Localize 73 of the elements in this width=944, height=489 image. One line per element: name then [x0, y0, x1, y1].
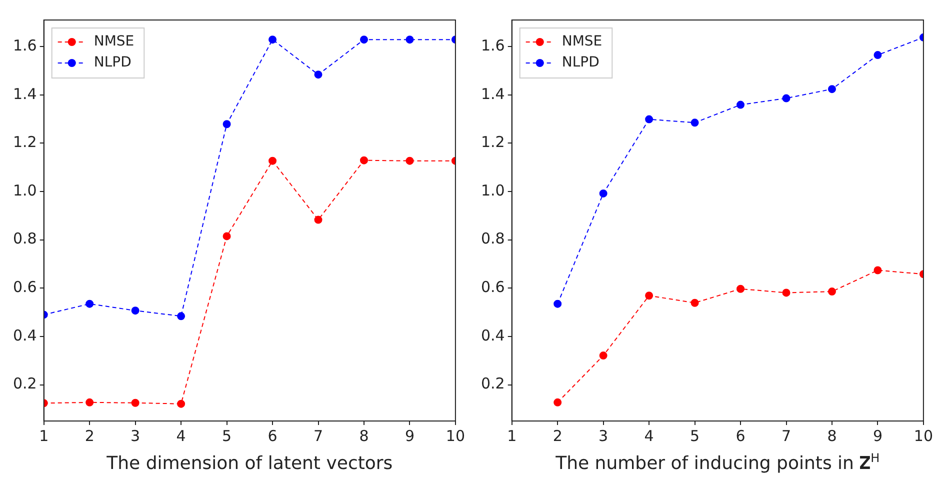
- y-tick-label: 0.2: [480, 374, 505, 393]
- point: [690, 298, 699, 307]
- point: [690, 118, 699, 127]
- point: [406, 156, 414, 165]
- point: [268, 36, 277, 44]
- legend-label: NLPD: [94, 54, 132, 71]
- point: [828, 85, 836, 94]
- x-tick-label: 3: [598, 426, 608, 445]
- point: [177, 312, 186, 320]
- y-tick-label: 1.4: [480, 84, 505, 103]
- y-tick-label: 0.6: [480, 278, 505, 296]
- x-tick-label: 9: [404, 426, 414, 445]
- legend-label: NMSE: [94, 34, 134, 50]
- x-tick-label: 10: [914, 426, 934, 445]
- y-tick-label: 1.0: [12, 181, 37, 200]
- x-tick-label: 4: [644, 426, 654, 445]
- point: [645, 115, 654, 124]
- x-tick-label: 7: [781, 426, 792, 445]
- point: [554, 300, 562, 308]
- x-tick-label: 1: [507, 426, 517, 445]
- point: [222, 120, 231, 128]
- point: [599, 189, 608, 198]
- point: [86, 398, 94, 406]
- y-tick-label: 0.8: [12, 230, 37, 248]
- point: [222, 232, 231, 240]
- point: [782, 94, 790, 102]
- x-tick-label: 9: [872, 426, 882, 445]
- x-tick-label: 7: [313, 426, 324, 445]
- y-tick-label: 1.2: [12, 133, 37, 152]
- x-tick-label: 5: [222, 426, 232, 445]
- point: [360, 156, 368, 164]
- x-tick-label: 4: [176, 426, 186, 445]
- y-tick-label: 1.2: [480, 133, 505, 152]
- point: [314, 216, 322, 224]
- x-tick-label: 3: [130, 426, 140, 445]
- point: [645, 292, 654, 300]
- x-tick-label: 8: [359, 426, 369, 445]
- y-tick-label: 0.4: [12, 326, 37, 344]
- point: [177, 400, 186, 408]
- y-tick-label: 0.8: [480, 230, 505, 248]
- point: [268, 156, 277, 165]
- x-tick-label: 2: [84, 426, 94, 445]
- y-tick-label: 0.2: [12, 374, 37, 393]
- legend-label: NLPD: [562, 54, 600, 71]
- point: [599, 352, 608, 360]
- x-tick-label: 5: [690, 426, 700, 445]
- y-tick-label: 1.6: [480, 36, 505, 54]
- y-tick-label: 1.0: [480, 181, 505, 200]
- point: [828, 288, 836, 296]
- point: [554, 398, 562, 406]
- x-tick-label: 8: [827, 426, 837, 445]
- y-tick-label: 1.6: [12, 36, 37, 54]
- point: [782, 288, 790, 297]
- x-tick-label: 6: [736, 426, 746, 445]
- point: [736, 284, 745, 293]
- x-tick-label: 10: [446, 426, 466, 445]
- y-tick-label: 0.6: [12, 278, 37, 296]
- point: [131, 398, 140, 407]
- x-tick-label: 2: [552, 426, 562, 445]
- y-tick-label: 1.4: [12, 84, 37, 103]
- point: [86, 300, 94, 308]
- x-tick-label: 6: [268, 426, 278, 445]
- legend-label: NMSE: [562, 34, 602, 50]
- point: [406, 36, 414, 44]
- x-axis-title: The dimension of latent vectors: [106, 453, 393, 474]
- point: [874, 51, 882, 60]
- x-tick-label: 1: [39, 426, 49, 445]
- point: [736, 100, 745, 109]
- point: [314, 70, 322, 79]
- y-tick-label: 0.4: [480, 326, 505, 344]
- point: [360, 36, 368, 44]
- point: [131, 306, 140, 315]
- point: [874, 266, 882, 274]
